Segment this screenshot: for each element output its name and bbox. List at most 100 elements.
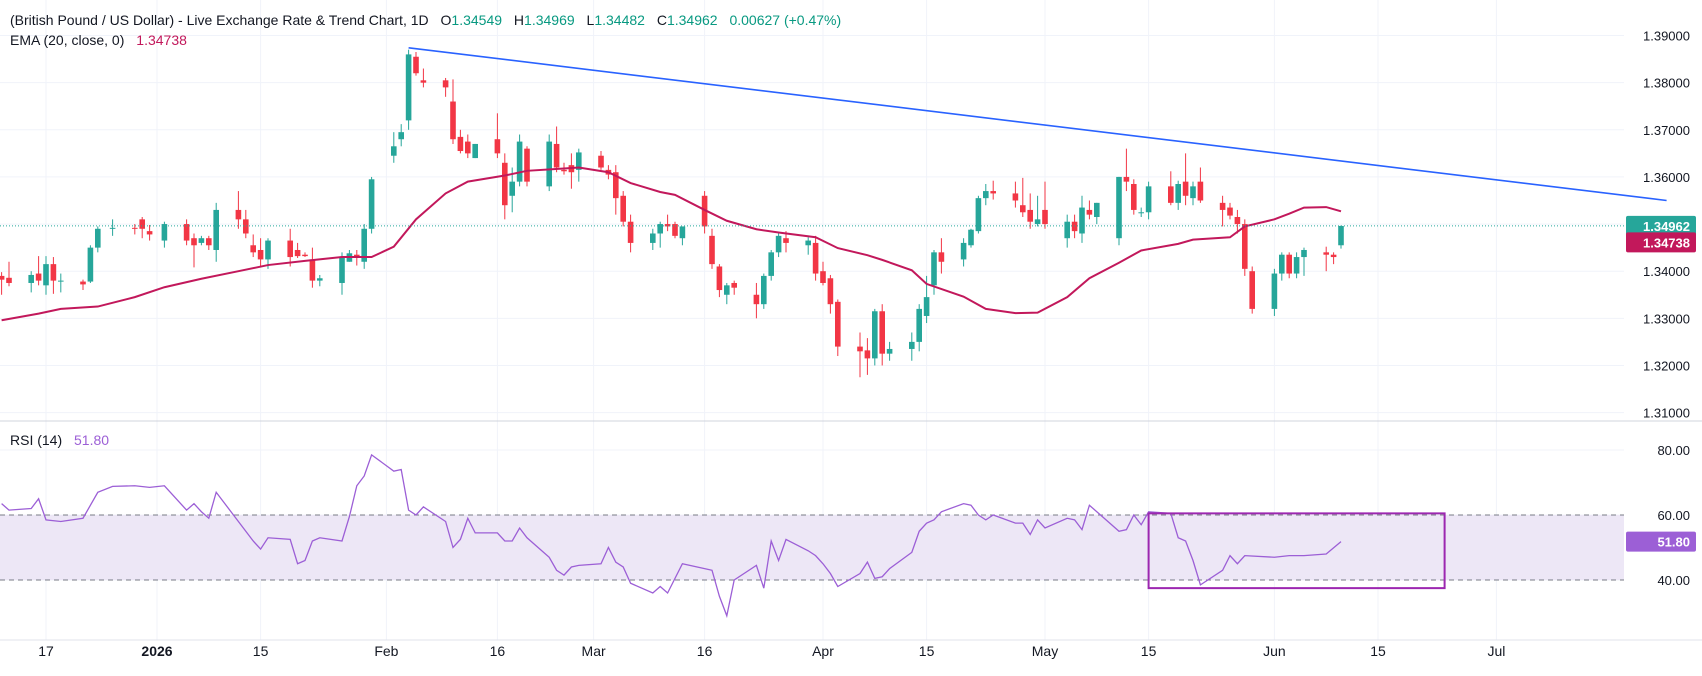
candle-body xyxy=(923,297,930,316)
candle xyxy=(620,191,626,227)
rsi-line xyxy=(1,453,1342,619)
candle xyxy=(58,273,64,293)
candle-body xyxy=(524,148,530,182)
candle-body xyxy=(864,350,871,359)
candle-body xyxy=(968,229,974,246)
candle xyxy=(405,49,412,130)
candle-body xyxy=(909,341,915,349)
candle-body xyxy=(1190,186,1196,199)
candle xyxy=(0,272,5,295)
candle xyxy=(302,252,308,258)
candle xyxy=(1138,207,1144,217)
candle xyxy=(1301,247,1307,276)
candle xyxy=(783,231,789,253)
candle xyxy=(576,148,582,182)
candle-body xyxy=(886,348,893,354)
candle xyxy=(287,228,293,267)
candle xyxy=(983,184,989,206)
c-label: C xyxy=(656,12,667,28)
candle-body xyxy=(1064,221,1070,239)
y-tick-label: 1.34000 xyxy=(1643,264,1690,279)
candle-body xyxy=(1293,257,1300,274)
candle-body xyxy=(1197,181,1204,201)
candle-body xyxy=(1227,207,1233,216)
candle-body xyxy=(109,227,116,229)
candle-body xyxy=(1012,193,1019,201)
rsi-value-tag: 51.80 xyxy=(1626,531,1696,552)
candle xyxy=(1086,200,1093,220)
last-price-tag-bg xyxy=(1626,215,1696,236)
candle-body xyxy=(1071,221,1078,232)
candle-body xyxy=(257,249,264,260)
candle-body xyxy=(405,54,412,121)
candle xyxy=(161,221,168,248)
candle xyxy=(317,274,323,287)
candle xyxy=(679,226,686,246)
candle xyxy=(598,151,604,170)
candle xyxy=(664,214,671,232)
candle-body xyxy=(775,235,782,253)
candle-body xyxy=(657,224,663,234)
candle xyxy=(339,252,345,295)
candle xyxy=(139,216,145,239)
candle xyxy=(1064,214,1070,248)
x-tick-label: 15 xyxy=(1370,643,1386,659)
candle xyxy=(191,233,197,268)
candle xyxy=(1116,176,1122,246)
candle-body xyxy=(938,252,945,262)
x-tick-label: May xyxy=(1032,643,1058,659)
candle-body xyxy=(812,242,819,274)
candle xyxy=(1242,219,1248,276)
l-label: L xyxy=(586,12,595,28)
ema-label: EMA (20, close, 0) xyxy=(10,32,125,48)
candle xyxy=(761,273,767,309)
candle-body xyxy=(1027,209,1033,222)
x-tick-label: Apr xyxy=(812,643,834,659)
candle xyxy=(524,146,530,187)
candle-body xyxy=(1219,202,1226,210)
candle-body xyxy=(450,101,456,140)
ema-price-tag-bg xyxy=(1626,232,1696,253)
candle xyxy=(650,228,656,250)
candle xyxy=(916,304,922,352)
candle xyxy=(568,153,575,189)
candle-body xyxy=(265,240,271,260)
candle xyxy=(309,247,316,288)
candle-body xyxy=(872,311,878,359)
trendline xyxy=(408,47,1667,202)
o-label: O xyxy=(440,12,452,28)
candle-body xyxy=(472,143,478,159)
candle xyxy=(709,228,715,269)
candle-body xyxy=(294,249,301,257)
rsi-value: 51.80 xyxy=(74,432,110,448)
candle-body xyxy=(916,308,922,342)
candle xyxy=(1197,167,1204,203)
y-tick-label: 1.31000 xyxy=(1643,406,1690,421)
candle xyxy=(1079,195,1085,243)
candle xyxy=(250,234,256,258)
candle xyxy=(50,257,57,294)
candle xyxy=(1323,246,1329,272)
candle xyxy=(132,224,138,235)
candle-body xyxy=(1279,254,1285,274)
candle-body xyxy=(613,172,619,199)
candle xyxy=(413,52,419,76)
candle xyxy=(213,202,219,262)
y-tick-label: 1.36000 xyxy=(1643,170,1690,185)
candle-body xyxy=(835,301,841,347)
candle-body xyxy=(58,280,64,282)
candle xyxy=(1330,252,1337,265)
candle xyxy=(1123,148,1130,192)
candle-body xyxy=(709,235,715,265)
rsi-y-tick-label: 40.00 xyxy=(1657,573,1690,588)
candle-body xyxy=(250,245,256,253)
candle xyxy=(872,308,878,366)
x-tick-label: 17 xyxy=(38,643,54,659)
candle-body xyxy=(413,56,419,74)
candle xyxy=(516,134,523,187)
candle xyxy=(368,176,375,234)
candle xyxy=(672,221,678,239)
candle xyxy=(206,235,212,250)
candle-body xyxy=(1330,254,1337,258)
